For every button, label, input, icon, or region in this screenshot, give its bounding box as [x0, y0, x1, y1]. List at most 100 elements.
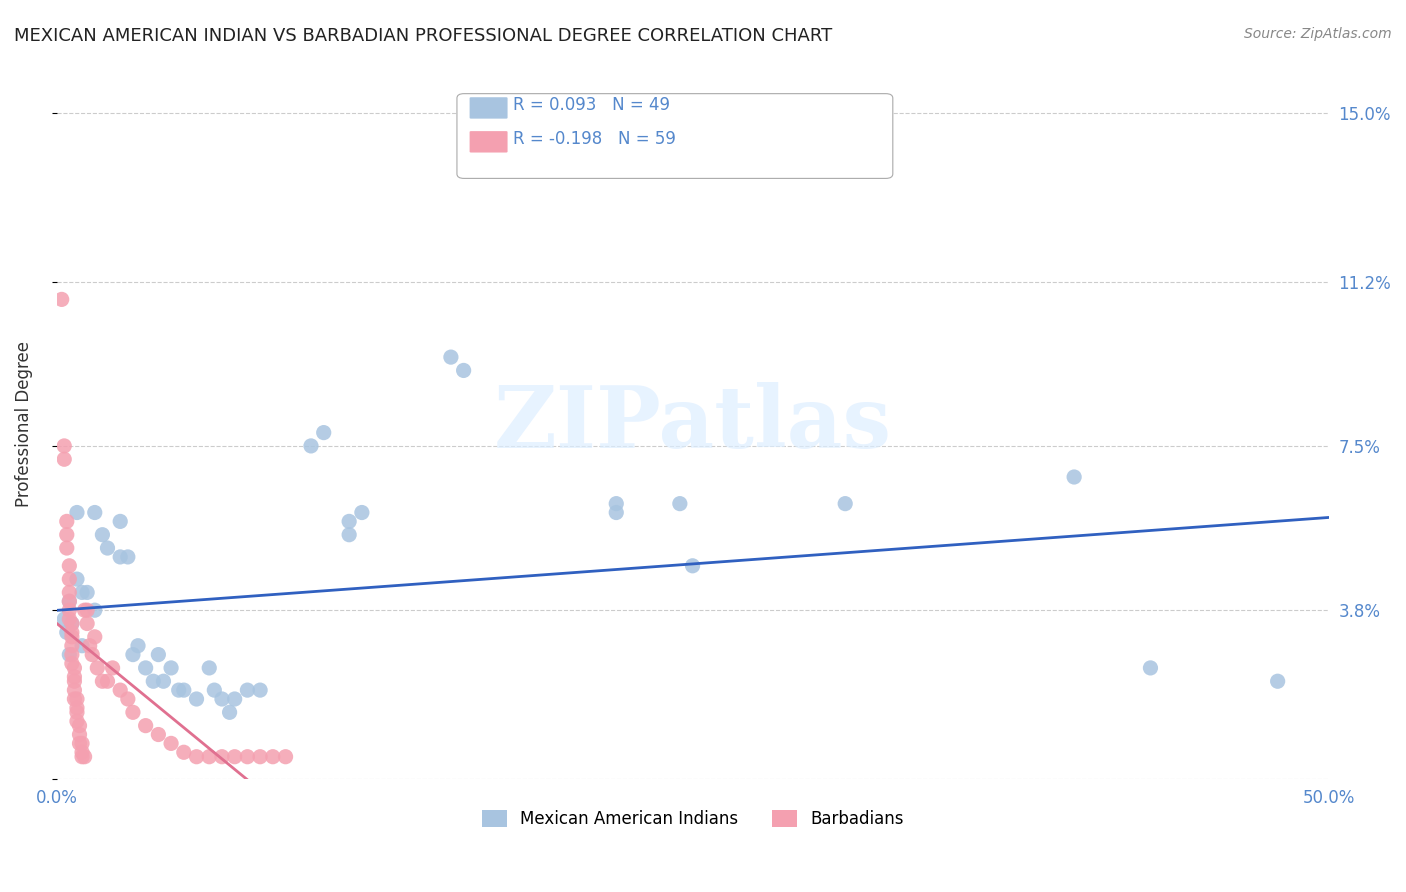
Point — [173, 745, 195, 759]
Point — [58, 603, 80, 617]
Point — [63, 674, 86, 689]
Text: Source: ZipAtlas.com: Source: ZipAtlas.com — [1244, 27, 1392, 41]
Point — [60, 648, 83, 662]
Point — [63, 692, 86, 706]
Point — [58, 558, 80, 573]
Point — [66, 706, 89, 720]
Point — [274, 749, 297, 764]
Point — [70, 745, 93, 759]
Point — [122, 706, 145, 720]
Point — [66, 701, 89, 715]
Text: R = 0.093   N = 49: R = 0.093 N = 49 — [513, 96, 671, 114]
Point — [63, 670, 86, 684]
Point — [96, 674, 118, 689]
Point — [86, 661, 108, 675]
Point — [76, 603, 98, 617]
Point — [76, 585, 98, 599]
Point — [51, 293, 73, 307]
Text: MEXICAN AMERICAN INDIAN VS BARBADIAN PROFESSIONAL DEGREE CORRELATION CHART: MEXICAN AMERICAN INDIAN VS BARBADIAN PRO… — [14, 27, 832, 45]
Y-axis label: Professional Degree: Professional Degree — [15, 341, 32, 507]
Point — [58, 648, 80, 662]
Point — [152, 674, 174, 689]
Point — [70, 749, 93, 764]
Point — [167, 683, 190, 698]
Point — [60, 616, 83, 631]
Point — [101, 661, 124, 675]
Point — [122, 648, 145, 662]
Point — [60, 625, 83, 640]
Point — [70, 736, 93, 750]
Point — [202, 683, 225, 698]
Point — [70, 585, 93, 599]
Point — [224, 749, 246, 764]
Point — [91, 527, 114, 541]
Point — [337, 527, 360, 541]
Point — [66, 506, 89, 520]
Point — [135, 718, 157, 732]
Point — [453, 363, 475, 377]
Point — [108, 515, 131, 529]
Point — [1267, 674, 1289, 689]
Point — [73, 749, 96, 764]
Point — [249, 749, 271, 764]
Point — [186, 749, 208, 764]
Point — [56, 541, 79, 555]
Point — [337, 515, 360, 529]
Point — [186, 692, 208, 706]
Point — [236, 749, 259, 764]
Point — [198, 661, 221, 675]
Point — [66, 714, 89, 729]
Point — [350, 506, 373, 520]
Point — [117, 549, 139, 564]
Point — [66, 572, 89, 586]
Point — [299, 439, 322, 453]
Point — [605, 497, 627, 511]
Point — [198, 749, 221, 764]
Point — [60, 657, 83, 671]
Point — [70, 639, 93, 653]
Point — [160, 661, 183, 675]
Point — [53, 452, 76, 467]
Point — [82, 648, 104, 662]
Point — [249, 683, 271, 698]
Point — [83, 506, 105, 520]
Point — [66, 692, 89, 706]
Point — [160, 736, 183, 750]
Point — [173, 683, 195, 698]
Point — [56, 515, 79, 529]
Point — [148, 727, 170, 741]
Point — [108, 683, 131, 698]
Point — [1139, 661, 1161, 675]
Point — [605, 506, 627, 520]
Point — [69, 718, 91, 732]
Point — [58, 585, 80, 599]
Point — [53, 439, 76, 453]
Point — [236, 683, 259, 698]
Point — [135, 661, 157, 675]
Point — [312, 425, 335, 440]
Point — [1063, 470, 1085, 484]
Point — [56, 625, 79, 640]
Point — [56, 527, 79, 541]
Point — [58, 594, 80, 608]
Point — [211, 749, 233, 764]
Point — [83, 603, 105, 617]
Point — [440, 350, 463, 364]
Legend: Mexican American Indians, Barbadians: Mexican American Indians, Barbadians — [475, 803, 910, 835]
Text: ZIPatlas: ZIPatlas — [494, 382, 891, 466]
Point — [53, 612, 76, 626]
Point — [63, 661, 86, 675]
Point — [211, 692, 233, 706]
Text: R = -0.198   N = 59: R = -0.198 N = 59 — [513, 130, 676, 148]
Point — [262, 749, 284, 764]
Point — [58, 612, 80, 626]
Point — [63, 683, 86, 698]
Point — [91, 674, 114, 689]
Point — [224, 692, 246, 706]
Point — [76, 616, 98, 631]
Point — [682, 558, 704, 573]
Point — [69, 736, 91, 750]
Point — [142, 674, 165, 689]
Point — [60, 639, 83, 653]
Point — [60, 630, 83, 644]
